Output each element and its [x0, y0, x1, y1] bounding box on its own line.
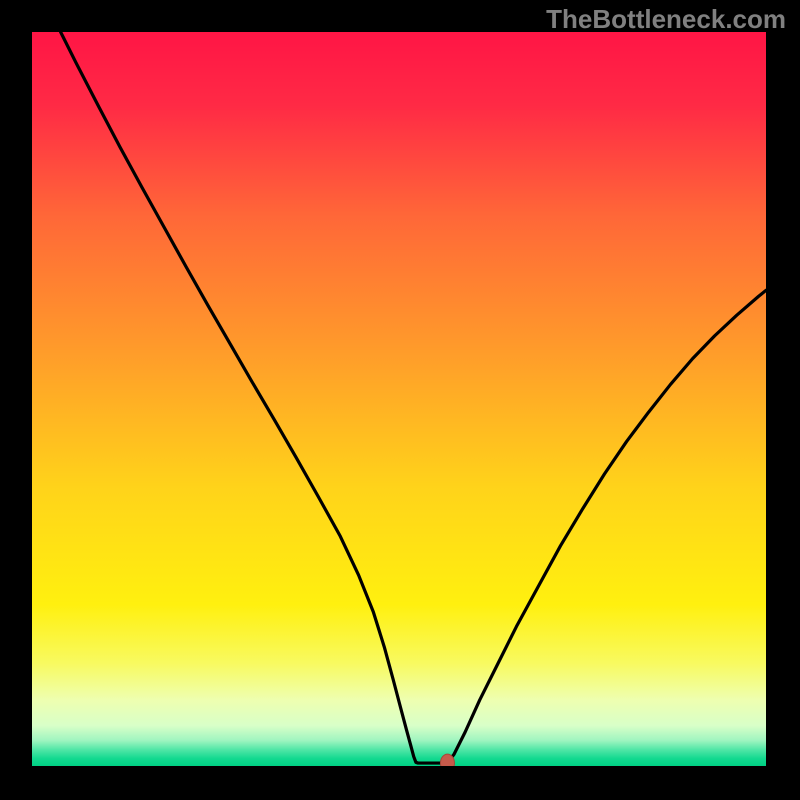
chart-svg: [0, 0, 800, 800]
plot-background: [32, 32, 766, 766]
bottleneck-chart: TheBottleneck.com: [0, 0, 800, 800]
